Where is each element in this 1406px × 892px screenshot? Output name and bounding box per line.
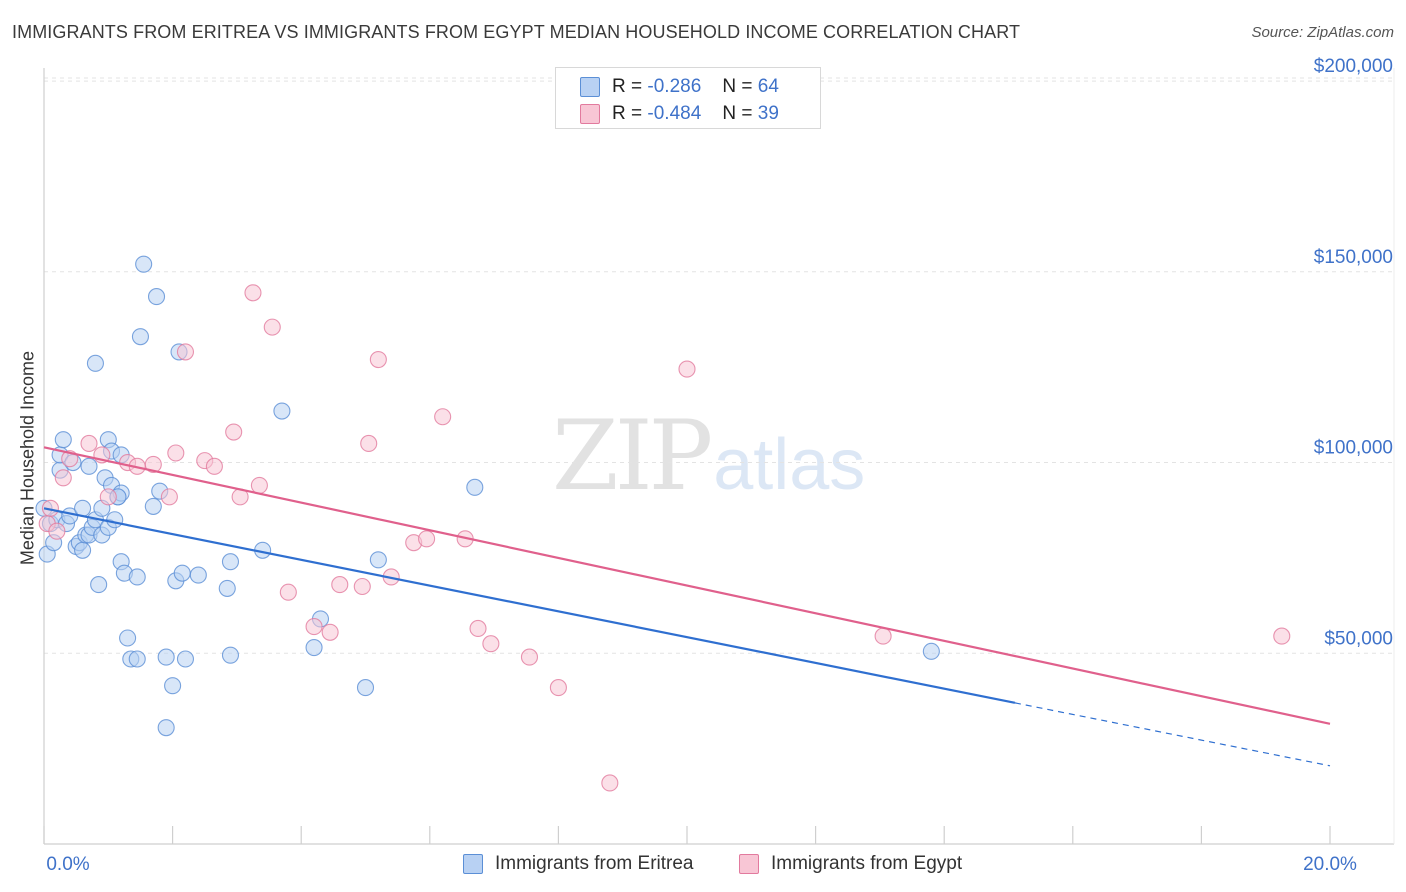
egypt-point: [549, 679, 567, 697]
egypt-point: [418, 530, 436, 548]
egypt-point: [167, 444, 185, 462]
eritrea-point: [369, 551, 387, 569]
eritrea-point: [221, 553, 240, 571]
egypt-r-value: -0.484: [647, 103, 702, 124]
egypt-point: [160, 488, 178, 506]
egypt-point: [225, 423, 243, 441]
egypt-point: [176, 343, 195, 361]
eritrea-point: [176, 650, 195, 668]
egypt-point: [353, 577, 371, 596]
y-tick-label: $150,000: [1314, 247, 1393, 268]
egypt-point: [244, 284, 262, 302]
legend-egypt-label: Immigrants from Egypt: [771, 853, 963, 874]
eritrea-point: [128, 650, 146, 668]
stats-row-eritrea: R = -0.286 N = 64: [580, 74, 779, 100]
x-tick-label: 0.0%: [46, 854, 89, 875]
gridlines: [44, 77, 1394, 654]
egypt-point: [41, 499, 59, 517]
eritrea-point: [80, 457, 98, 475]
egypt-point: [99, 488, 117, 506]
legend-egypt-swatch: [739, 854, 759, 874]
egypt-point: [601, 774, 619, 792]
legend-item-egypt[interactable]: Immigrants from Egypt: [739, 852, 962, 876]
source-credit: Source: ZipAtlas.com: [1251, 24, 1394, 41]
eritrea-point: [135, 255, 153, 273]
eritrea-point: [221, 646, 240, 664]
chart-title: IMMIGRANTS FROM ERITREA VS IMMIGRANTS FR…: [12, 22, 1021, 42]
eritrea-point: [131, 328, 149, 346]
correlation-stats-box: R = -0.286 N = 64 R = -0.484 N = 39: [555, 67, 821, 129]
egypt-point: [144, 455, 162, 473]
egypt-point: [520, 648, 539, 666]
x-tick-label: 20.0%: [1303, 854, 1357, 875]
eritrea-point: [466, 478, 484, 496]
legend-item-eritrea[interactable]: Immigrants from Eritrea: [463, 852, 693, 876]
eritrea-r-label: R =: [612, 76, 643, 97]
eritrea-point: [164, 677, 182, 695]
eritrea-point: [144, 497, 162, 515]
eritrea-point: [86, 354, 104, 372]
eritrea-point: [128, 568, 146, 586]
egypt-point: [434, 408, 452, 426]
eritrea-point: [173, 564, 191, 582]
eritrea-trend-extension: [1014, 702, 1331, 767]
legend-eritrea-swatch: [463, 854, 483, 874]
eritrea-point: [189, 566, 207, 584]
eritrea-point: [922, 642, 940, 660]
legend-eritrea-label: Immigrants from Eritrea: [495, 853, 694, 874]
egypt-point: [369, 350, 387, 369]
eritrea-point: [273, 402, 291, 420]
eritrea-point: [157, 719, 175, 737]
eritrea-point: [356, 679, 375, 697]
stats-row-egypt: R = -0.484 N = 39: [580, 101, 779, 127]
axes: [43, 68, 1395, 845]
eritrea-trend-line: [43, 507, 1016, 704]
egypt-n-label: N =: [722, 103, 753, 124]
eritrea-point: [147, 288, 166, 306]
egypt-points: [38, 284, 1291, 792]
y-tick-label: $200,000: [1314, 56, 1393, 77]
egypt-point: [321, 623, 339, 641]
eritrea-point: [90, 576, 108, 594]
egypt-point: [331, 576, 349, 594]
eritrea-point: [106, 511, 124, 529]
egypt-point: [469, 619, 487, 638]
egypt-point: [360, 434, 378, 453]
tick-labels: $50,000 $100,000 $150,000 $200,000 0.0% 20.0%: [46, 56, 1393, 875]
trend-lines: [43, 446, 1331, 767]
egypt-swatch: [580, 104, 600, 124]
egypt-point: [80, 434, 98, 453]
egypt-point: [874, 627, 892, 645]
egypt-point: [48, 522, 66, 540]
egypt-point: [54, 469, 72, 487]
egypt-point: [678, 360, 696, 378]
egypt-point: [205, 457, 223, 475]
eritrea-point: [74, 541, 92, 559]
eritrea-point: [119, 629, 137, 647]
eritrea-point: [54, 431, 72, 449]
egypt-point: [1273, 627, 1291, 645]
eritrea-point: [305, 638, 323, 657]
egypt-r-label: R =: [612, 103, 643, 124]
egypt-point: [279, 583, 297, 601]
eritrea-point: [218, 579, 236, 597]
egypt-point: [305, 618, 323, 636]
egypt-point: [263, 318, 281, 336]
egypt-point: [250, 476, 268, 494]
eritrea-n-value: 64: [757, 76, 779, 97]
egypt-n-value: 39: [757, 103, 779, 124]
eritrea-swatch: [580, 77, 600, 97]
y-tick-label: $50,000: [1324, 628, 1393, 649]
egypt-trend-line: [43, 446, 1331, 725]
eritrea-point: [157, 648, 175, 666]
egypt-point: [482, 635, 500, 653]
y-tick-label: $100,000: [1314, 438, 1393, 459]
eritrea-r-value: -0.286: [647, 76, 702, 97]
eritrea-n-label: N =: [722, 76, 753, 97]
